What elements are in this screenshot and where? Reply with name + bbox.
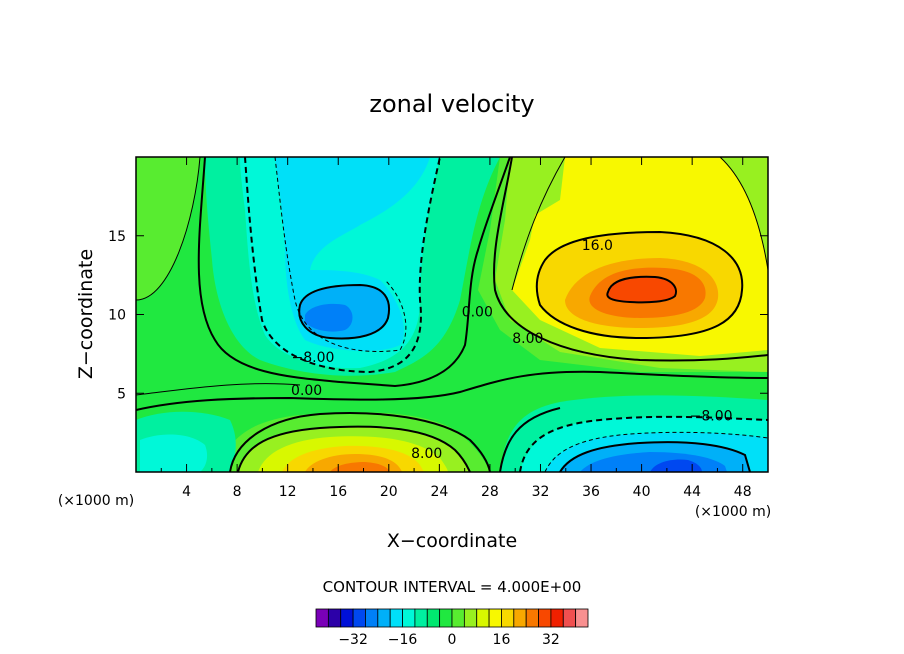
colorbar-tick-label: 0 <box>448 632 457 648</box>
colorbar-tick-label: 16 <box>493 632 511 648</box>
colorbar-swatch <box>327 608 342 628</box>
contour-zero-bottom-left <box>229 412 491 472</box>
x-tick-label: 40 <box>633 484 651 500</box>
contour-zero-horizontal <box>136 370 768 411</box>
x-tick-label: 16 <box>329 484 347 500</box>
contour-label: 0.00 <box>462 304 493 320</box>
x-unit-left: (×1000 m) <box>58 493 134 509</box>
colorbar-tick-label: −16 <box>388 632 418 648</box>
contour-neg16-br <box>559 441 751 472</box>
x-tick-label: 8 <box>233 484 242 500</box>
contour-lines <box>136 157 768 472</box>
colorbar-swatch <box>525 608 539 628</box>
colorbar-swatch <box>315 608 329 628</box>
contour-thin-2 <box>274 157 407 353</box>
y-axis: 5 10 15 <box>108 229 768 402</box>
x-tick-label: 20 <box>380 484 398 500</box>
colorbar-swatch <box>451 608 465 628</box>
contour-label: 0.00 <box>291 383 322 399</box>
contour-pos8 <box>493 157 768 362</box>
colorbar-swatch <box>538 608 552 628</box>
contour-pos24 <box>606 275 677 304</box>
x-tick-label: 44 <box>683 484 701 500</box>
colorbar-swatch <box>377 608 391 628</box>
contour-neg16-loop <box>298 283 390 340</box>
contour-thin-5 <box>136 383 301 396</box>
contour-zero-bottom-right <box>499 407 561 472</box>
contour-thin-6 <box>544 431 768 472</box>
colorbar-swatch <box>476 608 490 628</box>
colorbar-tick-label: −32 <box>338 632 368 648</box>
x-tick-label: 4 <box>182 484 191 500</box>
chart-title: zonal velocity <box>369 90 534 118</box>
contour-thin-3 <box>511 157 566 291</box>
contour-neg8-br <box>519 415 768 472</box>
x-tick-label: 32 <box>532 484 550 500</box>
y-tick-label: 10 <box>108 308 126 324</box>
region-red <box>607 276 676 303</box>
colorbar-tick-label: 32 <box>542 632 560 648</box>
region-light-green <box>136 157 200 300</box>
x-tick-label: 12 <box>279 484 297 500</box>
colorbar-swatch <box>365 608 379 628</box>
contour-pos8-bl <box>237 425 471 472</box>
x-tick-label: 36 <box>582 484 600 500</box>
colorbar: −32 −16 0 16 32 <box>315 608 589 648</box>
colorbar-swatch <box>439 608 453 628</box>
colorbar-swatch <box>340 608 354 628</box>
colorbar-swatch <box>562 608 577 628</box>
x-tick-label: 28 <box>481 484 499 500</box>
x-tick-label: 24 <box>430 484 448 500</box>
colorbar-swatch <box>389 608 403 628</box>
x-unit-right: (×1000 m) <box>695 504 771 520</box>
contour-label: 8.00 <box>411 446 442 462</box>
colorbar-swatch <box>463 608 478 628</box>
x-axis: 4 8 12 16 20 24 28 32 36 40 44 48 <box>160 157 752 500</box>
colorbar-swatch <box>501 608 515 628</box>
colorbar-swatch <box>550 608 564 628</box>
region-bl-neg2 <box>140 434 208 472</box>
y-axis-label: Z−coordinate <box>75 249 97 379</box>
contour-label: 16.0 <box>582 238 613 254</box>
colorbar-swatch <box>352 608 366 628</box>
colorbar-swatch <box>513 608 527 628</box>
contour-thin-4 <box>719 157 768 271</box>
region-cyan-top <box>280 157 425 250</box>
contour-interval-text: CONTOUR INTERVAL = 4.000E+00 <box>323 578 582 596</box>
region-bl-24 <box>330 462 390 472</box>
contour-neg8-loop <box>244 157 441 374</box>
colorbar-swatch <box>402 608 416 628</box>
contour-label: 8.00 <box>512 331 543 347</box>
y-tick-label: 5 <box>117 386 126 402</box>
region-neg-20 <box>305 303 353 332</box>
contour-label-layer: 16.0 8.00 0.00 −8.00 0.00 8.00 −8.00 <box>291 238 733 462</box>
contour-thin-1 <box>136 157 201 301</box>
colorbar-swatch <box>414 608 428 628</box>
contour-zero-left <box>197 157 511 388</box>
contour-label: −8.00 <box>690 408 733 424</box>
filled-contours <box>136 157 768 472</box>
x-tick-label: 48 <box>734 484 752 500</box>
contour-pos16 <box>535 230 744 340</box>
y-tick-label: 15 <box>108 229 126 245</box>
colorbar-swatch <box>575 608 589 628</box>
region-br-24 <box>650 459 702 472</box>
contour-label: −8.00 <box>292 350 335 366</box>
colorbar-swatch <box>488 608 502 628</box>
x-axis-label: X−coordinate <box>387 530 517 552</box>
colorbar-swatch <box>426 608 441 628</box>
